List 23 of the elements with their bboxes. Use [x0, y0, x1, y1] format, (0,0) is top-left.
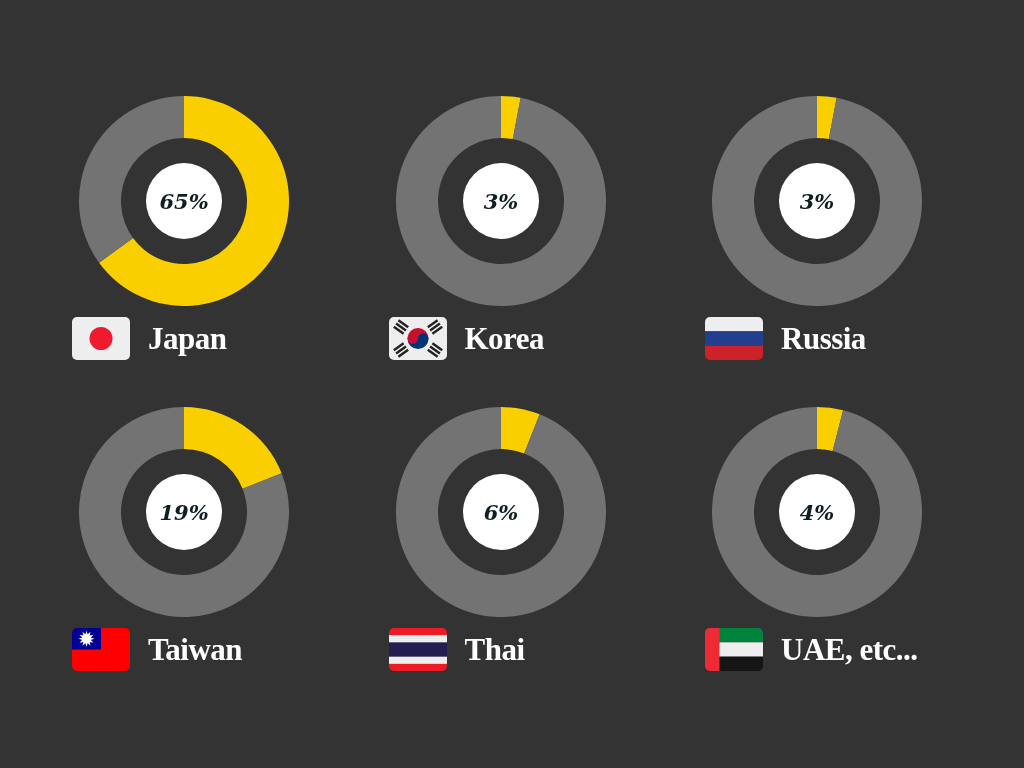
text: Thai: [464, 631, 525, 668]
donut-slice: [500, 96, 521, 140]
text: 6%: [483, 500, 518, 525]
donut-slice: [712, 96, 922, 306]
donut-slice: [712, 407, 922, 617]
donut-slice: [99, 96, 289, 306]
text: 3%: [799, 189, 835, 214]
donut-slice: [817, 96, 837, 140]
text: 3%: [483, 189, 518, 214]
donut-slice: [817, 407, 844, 451]
text: UAE, etc...: [781, 631, 918, 668]
text: Russia: [781, 320, 866, 357]
text: Taiwan: [148, 631, 243, 668]
donut-slice: [395, 96, 606, 306]
text: 65%: [159, 189, 209, 214]
donut-slice: [79, 407, 289, 617]
text: Japan: [148, 320, 227, 357]
donut-slice: [184, 407, 282, 489]
donut-slice: [395, 407, 606, 617]
text: 4%: [799, 500, 835, 525]
text: 19%: [159, 500, 209, 525]
donut-slice: [500, 407, 540, 454]
text: Korea: [464, 320, 545, 357]
